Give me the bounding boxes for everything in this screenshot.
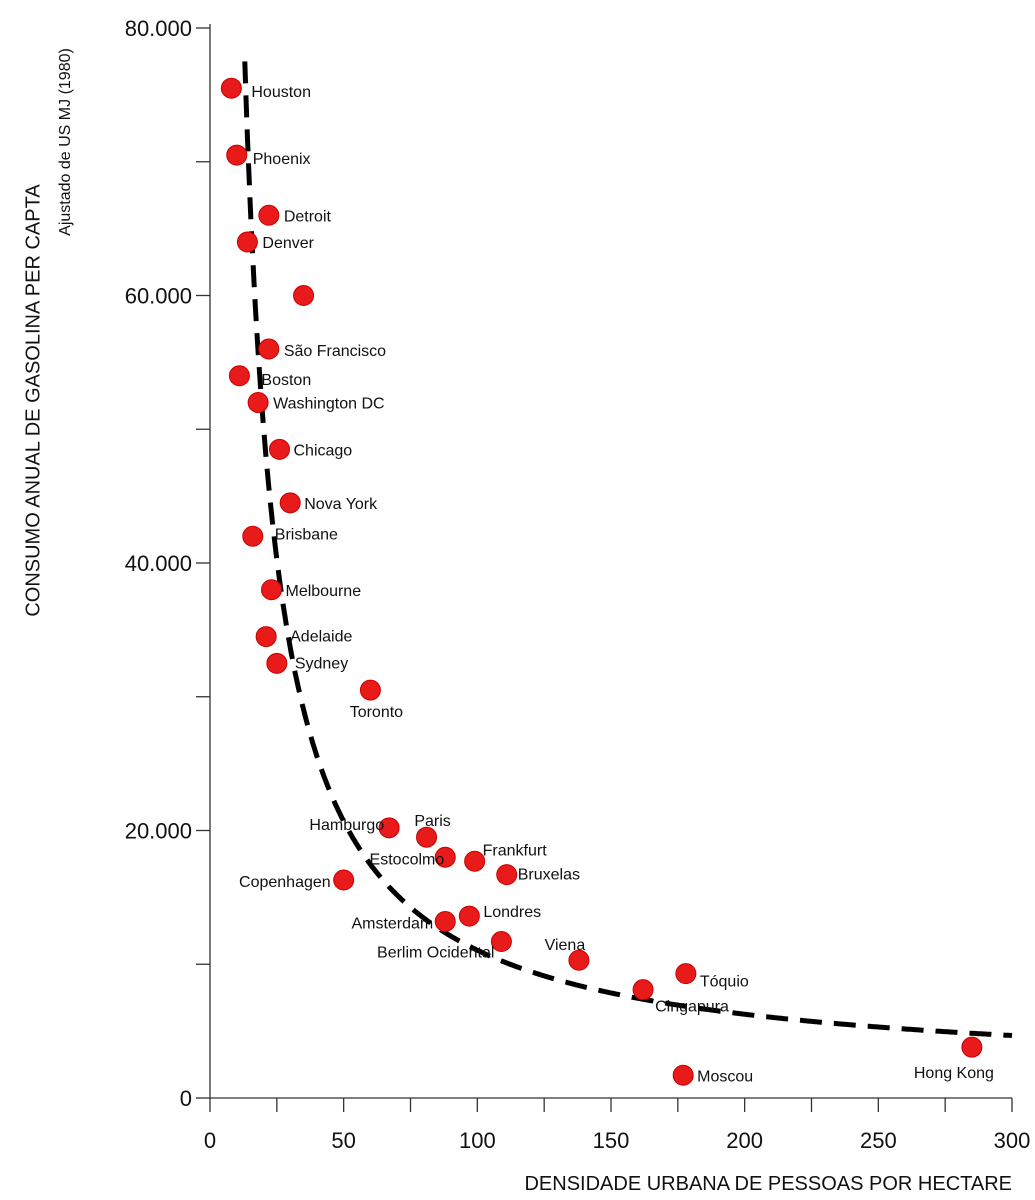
data-label: Viena [545,937,586,954]
data-label: Houston [251,84,311,101]
data-label: Sydney [295,655,348,672]
data-point [255,626,277,648]
data-label: Brisbane [275,526,338,543]
data-label: Copenhagen [239,874,331,891]
data-point [279,492,301,514]
data-label: Bruxelas [518,867,580,884]
data-label: Hamburgo [309,817,384,834]
data-point [260,579,282,601]
y-tick-label: 80.000 [125,16,192,41]
data-point [266,652,288,674]
data-point [333,869,355,891]
data-label: Chicago [294,442,353,459]
data-label: Boston [261,372,311,389]
axes: 0 20.000 40.000 60.000 80.000 0 50 100 150 200 250… [125,16,1031,1153]
data-point [434,910,456,932]
data-label: Berlim Ocidental [377,945,494,962]
data-point [228,365,250,387]
data-label: Toronto [350,704,403,721]
x-tick-label: 250 [860,1128,897,1153]
x-tick-label: 150 [593,1128,630,1153]
data-point [220,77,242,99]
x-tick-label: 100 [459,1128,496,1153]
data-point [236,231,258,253]
data-point [247,392,269,413]
data-label: Phoenix [253,151,311,168]
data-point [242,525,264,547]
y-tick-label: 0 [180,1086,192,1111]
data-label: Nova York [304,496,378,513]
trend-line-group [242,61,1013,1038]
data-point [675,963,697,985]
data-label: Cingapura [655,999,729,1016]
data-point [672,1064,694,1086]
data-point [293,285,315,306]
data-point [258,204,280,226]
y-tick-label: 20.000 [125,819,192,844]
data-point [359,679,381,701]
data-point [378,817,400,839]
x-axis-title: DENSIDADE URBANA DE PESSOAS POR HECTARE [524,1173,1012,1195]
data-label: Melbourne [285,583,361,600]
data-label: Paris [414,813,450,830]
data-label: São Francisco [284,343,386,360]
points-group: Houston Phoenix Detroit Denver São Francisco… [220,77,994,1086]
x-tick-label: 300 [994,1128,1031,1153]
data-point [464,850,486,872]
data-label: Adelaide [290,629,352,646]
trend-line [242,61,1013,1038]
data-point [416,826,438,848]
data-point [496,864,518,886]
y-tick-label: 40.000 [125,551,192,576]
data-point [258,338,280,360]
data-label: Moscou [697,1068,753,1085]
data-label: Hong Kong [914,1065,994,1082]
data-label: Amsterdam [351,915,433,932]
data-label: Estocolmo [370,851,445,868]
data-label: Londres [483,904,541,921]
x-tick-label: 0 [204,1128,216,1153]
data-point [632,979,654,1001]
data-label: Frankfurt [483,842,548,859]
x-tick-label: 50 [331,1128,355,1153]
data-point [961,1036,983,1058]
data-point [226,144,248,166]
data-label: Washington DC [273,396,384,413]
data-point [269,438,291,460]
data-point [434,846,456,868]
y-tick-label: 60.000 [125,284,192,309]
data-point [458,905,480,927]
x-tick-label: 200 [726,1128,763,1153]
data-label: Tóquio [700,974,749,991]
data-point [490,931,512,953]
data-point [568,949,590,971]
data-label: Detroit [284,208,332,225]
data-label: Denver [262,235,314,252]
